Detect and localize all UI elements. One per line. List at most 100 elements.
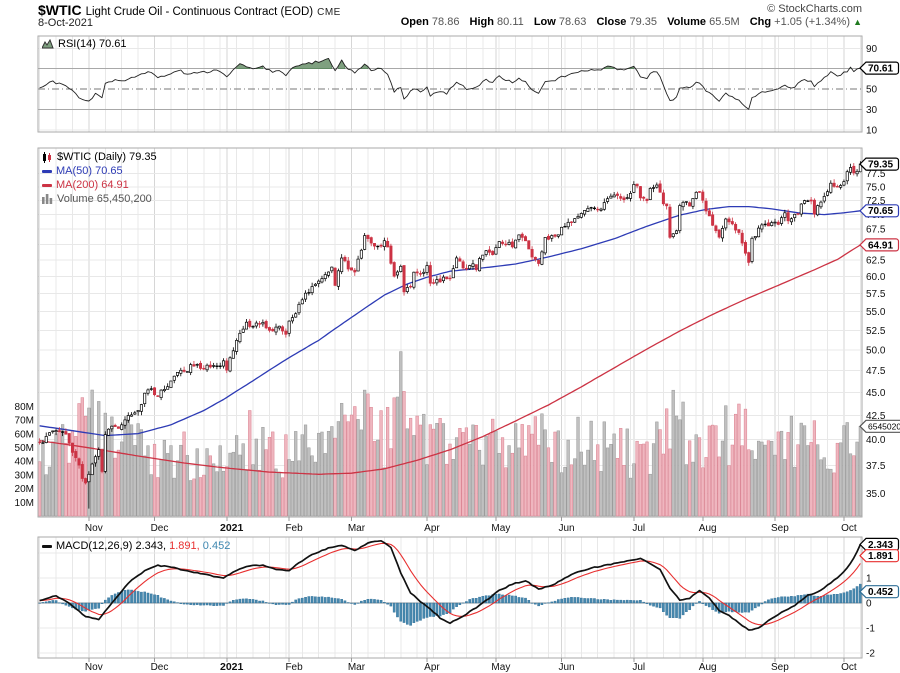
- axis-tick-label: 50: [866, 85, 878, 96]
- price-legend: $WTIC (Daily) 79.35 MA(50) 70.65 MA(200)…: [42, 150, 157, 206]
- ma50-line: [39, 205, 861, 437]
- axis-tick-label: 30M: [15, 470, 34, 481]
- ma50-line-icon: [42, 169, 52, 173]
- month-axis: Nov Nov Dec Dec 2021 2021 Feb Feb Mar Mar Apr Apr Ma…: [85, 517, 857, 673]
- axis-tick-label: 30: [866, 105, 878, 116]
- month-label: Mar: [348, 523, 366, 534]
- axis-tick-label: 50M: [15, 443, 34, 454]
- exchange: CME: [317, 7, 341, 18]
- panel-borders: [37, 35, 863, 659]
- axis-tick-label: 50.0: [866, 345, 886, 356]
- ma200-value-callout: 64.91: [859, 238, 900, 252]
- month-label: Apr: [424, 523, 440, 534]
- axis-tick-label: -2: [866, 649, 875, 660]
- axis-tick-label: 45.0: [866, 388, 886, 399]
- callout-value: 70.65: [868, 206, 893, 217]
- month-label: Aug: [699, 523, 717, 534]
- axis-tick-label: 90: [866, 44, 878, 55]
- axis-tick-label: 35.0: [866, 489, 886, 500]
- macd-legend-hist: 0.452: [202, 540, 231, 552]
- axis-tick-label: 40M: [15, 457, 34, 468]
- axis-tick-label: 40.0: [866, 435, 886, 446]
- month-label: Oct: [841, 523, 857, 534]
- header: $WTIC Light Crude Oil - Continuous Contra…: [38, 2, 341, 20]
- axis-tick-label: 20M: [15, 484, 34, 495]
- axis-tick-label: 42.5: [866, 411, 886, 422]
- rsi-area-icon: [42, 39, 54, 49]
- high-label: High: [469, 16, 494, 28]
- month-label: May: [491, 662, 510, 673]
- volume-label: Volume: [667, 16, 707, 28]
- close-value-callout: 79.35: [859, 157, 900, 171]
- callout-value: 64.91: [868, 240, 893, 251]
- volume-legend-label: Volume 65,450,200: [57, 193, 152, 205]
- callout-value: 79.35: [868, 160, 893, 171]
- macd-legend-main: MACD(12,26,9) 2.343,: [56, 540, 167, 552]
- gridlines: [38, 36, 862, 658]
- axis-tick-label: 75.0: [866, 182, 886, 193]
- axis-tick-label: 0: [866, 599, 872, 610]
- month-label: Aug: [699, 662, 717, 673]
- ma200-legend-label: MA(200) 64.91: [56, 179, 129, 191]
- symbol: $WTIC: [38, 2, 82, 18]
- month-label: Feb: [285, 662, 303, 673]
- quote-bar: Open 78.86 High 80.11 Low 78.63 Close 79…: [401, 16, 862, 28]
- month-label: Sep: [771, 662, 789, 673]
- ma200-line-icon: [42, 183, 52, 187]
- month-label: Nov: [85, 662, 103, 673]
- chg-label: Chg: [749, 16, 772, 28]
- price-legend-label: $WTIC (Daily) 79.35: [57, 151, 157, 163]
- month-label: Jul: [632, 523, 645, 534]
- candlestick-icon: [43, 151, 51, 163]
- low-value: 78.63: [558, 16, 587, 28]
- axis-tick-label: 67.5: [866, 225, 886, 236]
- callout-value: 2.343: [868, 540, 893, 551]
- month-label: Apr: [424, 662, 440, 673]
- month-label: Sep: [771, 523, 789, 534]
- axis-tick-label: 77.5: [866, 169, 886, 180]
- month-label: Jun: [558, 523, 574, 534]
- hist-value-callout: 0.452: [859, 585, 900, 599]
- month-label: 2021: [220, 661, 244, 673]
- callout-value: 0.452: [868, 587, 893, 598]
- rsi-legend: RSI(14) 70.61: [42, 37, 126, 51]
- axis-tick-label: 62.5: [866, 256, 886, 267]
- month-label: Jun: [558, 662, 574, 673]
- rsi-line: [39, 57, 861, 110]
- volume-bars-icon: [42, 194, 53, 204]
- macd-line-icon: [42, 544, 52, 548]
- month-label: Feb: [285, 523, 303, 534]
- axis-tick-label: 60M: [15, 429, 34, 440]
- ma200-line: [39, 244, 861, 475]
- up-triangle-icon: ▲: [853, 17, 862, 27]
- open-label: Open: [400, 16, 429, 28]
- macd-histogram: [38, 583, 862, 626]
- ma50-legend-label: MA(50) 70.65: [56, 165, 123, 177]
- macd-legend: MACD(12,26,9) 2.343, 1.891, 0.452: [42, 539, 230, 553]
- macd-legend-signal: 1.891,: [169, 540, 200, 552]
- axis-tick-label: 52.5: [866, 326, 886, 337]
- volume-bars: [38, 351, 862, 517]
- chg-value: +1.05 (+1.34%): [774, 16, 851, 28]
- month-label: May: [491, 523, 510, 534]
- axis-tick-label: 60.0: [866, 272, 886, 283]
- close-value: 79.35: [629, 16, 658, 28]
- ma50-value-callout: 70.65: [859, 204, 900, 218]
- chart-title: Light Crude Oil - Continuous Contract (E…: [85, 6, 314, 18]
- low-label: Low: [533, 16, 556, 28]
- volume-value-callout: 65450200: [859, 419, 900, 433]
- signal-value-callout: 1.891: [859, 549, 900, 563]
- volume-value: 65.5M: [709, 16, 740, 28]
- copyright-link[interactable]: © StockCharts.com: [767, 3, 862, 15]
- month-label: Dec: [151, 662, 169, 673]
- axis-tick-label: 10: [866, 125, 878, 136]
- price-candles: [38, 161, 862, 509]
- axis-tick-label: 10M: [15, 498, 34, 509]
- macd-value-callout: 2.343: [859, 537, 900, 551]
- month-label: Oct: [841, 662, 857, 673]
- axis-tick-label: 70M: [15, 416, 34, 427]
- axis-tick-label: 80M: [15, 402, 34, 413]
- macd-main-line: [39, 539, 862, 631]
